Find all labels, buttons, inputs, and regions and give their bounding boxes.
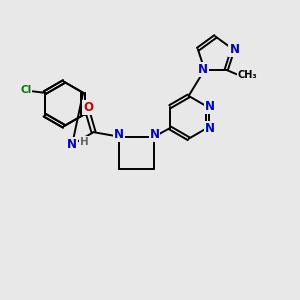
Text: O: O [83, 101, 93, 114]
Text: N: N [149, 128, 160, 141]
Text: N: N [230, 43, 239, 56]
Text: N: N [198, 63, 208, 76]
Text: N: N [205, 122, 214, 134]
Text: H: H [80, 137, 89, 147]
Text: N: N [114, 128, 124, 141]
Text: CH₃: CH₃ [238, 70, 257, 80]
Text: Cl: Cl [20, 85, 32, 95]
Text: N: N [205, 100, 214, 113]
Text: N: N [67, 138, 77, 151]
